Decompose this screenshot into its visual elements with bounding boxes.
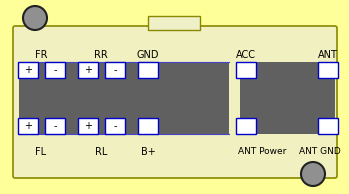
Bar [138, 62, 158, 78]
Bar [45, 118, 65, 134]
Text: -: - [53, 65, 57, 75]
Bar [105, 118, 125, 134]
Bar [318, 118, 338, 134]
Text: ANT: ANT [318, 50, 338, 60]
Text: ACC: ACC [236, 50, 256, 60]
Text: RR: RR [94, 50, 108, 60]
Bar [236, 118, 256, 134]
Text: +: + [84, 65, 92, 75]
Text: GND: GND [137, 50, 159, 60]
Bar [318, 62, 338, 78]
Bar [45, 62, 65, 78]
Text: FR: FR [35, 50, 47, 60]
Bar [148, 16, 200, 30]
FancyBboxPatch shape [13, 26, 337, 178]
Text: +: + [84, 121, 92, 131]
Bar [236, 62, 256, 78]
Text: FL: FL [36, 147, 46, 157]
Circle shape [23, 6, 47, 30]
Text: RL: RL [95, 147, 107, 157]
Bar [105, 62, 125, 78]
Bar [78, 118, 98, 134]
Text: ANT GND: ANT GND [299, 147, 341, 157]
Bar [138, 118, 158, 134]
Bar [78, 62, 98, 78]
Text: -: - [113, 121, 117, 131]
Bar [240, 62, 335, 134]
Text: +: + [24, 65, 32, 75]
Text: -: - [53, 121, 57, 131]
Bar [18, 62, 38, 78]
Text: -: - [113, 65, 117, 75]
Bar [19, 62, 229, 134]
Circle shape [301, 162, 325, 186]
Text: B+: B+ [141, 147, 155, 157]
Text: +: + [24, 121, 32, 131]
Text: ANT Power: ANT Power [238, 147, 286, 157]
Bar [18, 118, 38, 134]
